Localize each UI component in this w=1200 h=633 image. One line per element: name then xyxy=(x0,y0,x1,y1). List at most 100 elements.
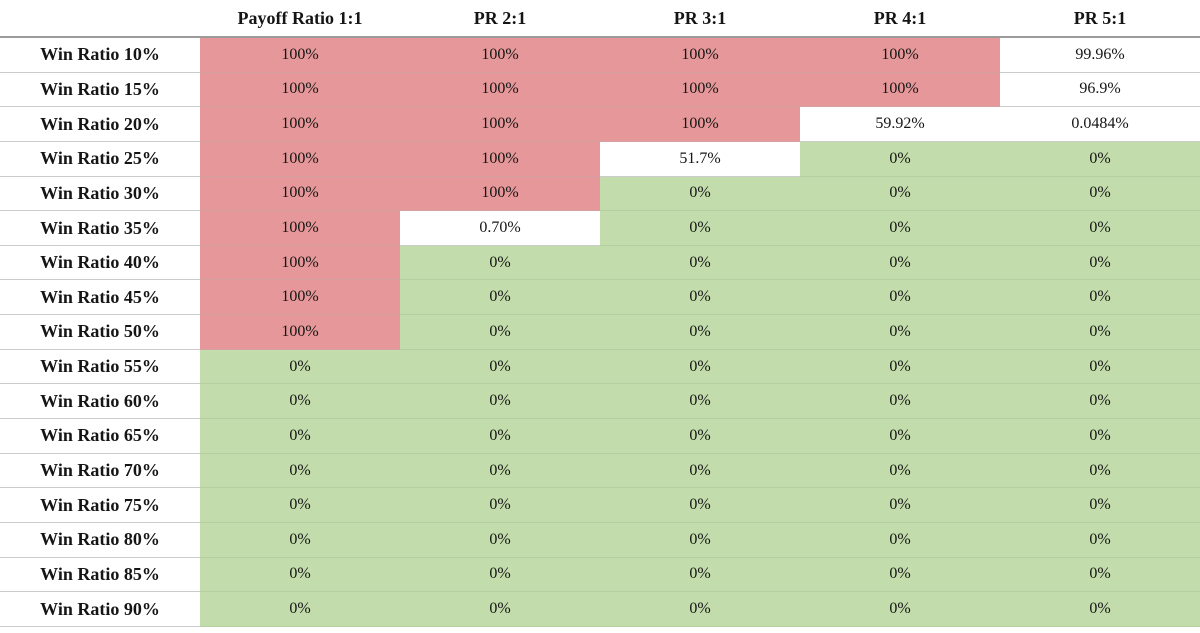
column-header-payoff-1-1: Payoff Ratio 1:1 xyxy=(200,0,400,38)
value-cell: 0% xyxy=(600,592,800,627)
value-cell: 0% xyxy=(400,522,600,558)
value-cell: 100% xyxy=(600,38,800,73)
value-cell: 0% xyxy=(800,280,1000,316)
row-label: Win Ratio 90% xyxy=(0,592,200,627)
value-cell: 0% xyxy=(1000,211,1200,246)
row-label: Win Ratio 70% xyxy=(0,453,200,489)
value-cell: 0% xyxy=(600,211,800,246)
value-cell: 0% xyxy=(400,245,600,281)
value-cell: 0% xyxy=(200,522,400,558)
value-cell: 0% xyxy=(800,349,1000,385)
column-header-pr-4-1: PR 4:1 xyxy=(800,0,1000,38)
value-cell: 0% xyxy=(400,349,600,385)
value-cell: 0% xyxy=(1000,349,1200,385)
value-cell: 0% xyxy=(200,557,400,593)
value-cell: 0% xyxy=(800,557,1000,593)
value-cell: 0% xyxy=(1000,419,1200,454)
value-cell: 0% xyxy=(1000,315,1200,350)
value-cell: 0% xyxy=(1000,488,1200,523)
value-cell: 0% xyxy=(800,592,1000,627)
value-cell: 0% xyxy=(800,453,1000,489)
corner-cell xyxy=(0,0,200,38)
value-cell: 0% xyxy=(200,384,400,420)
value-cell: 0% xyxy=(800,245,1000,281)
value-cell: 0% xyxy=(400,419,600,454)
value-cell: 0% xyxy=(1000,280,1200,316)
value-cell: 0% xyxy=(800,176,1000,212)
value-cell: 0% xyxy=(1000,453,1200,489)
value-cell: 100% xyxy=(400,107,600,142)
value-cell: 0% xyxy=(600,488,800,523)
column-header-pr-3-1: PR 3:1 xyxy=(600,0,800,38)
value-cell: 0% xyxy=(800,522,1000,558)
value-cell: 0% xyxy=(1000,245,1200,281)
value-cell: 0% xyxy=(800,315,1000,350)
value-cell: 0% xyxy=(800,211,1000,246)
value-cell: 100% xyxy=(800,38,1000,73)
value-cell: 0.0484% xyxy=(1000,107,1200,142)
row-label: Win Ratio 60% xyxy=(0,384,200,420)
value-cell: 0% xyxy=(800,419,1000,454)
value-cell: 0% xyxy=(1000,522,1200,558)
value-cell: 100% xyxy=(400,141,600,177)
value-cell: 99.96% xyxy=(1000,38,1200,73)
value-cell: 100% xyxy=(200,141,400,177)
value-cell: 0% xyxy=(200,488,400,523)
value-cell: 100% xyxy=(200,107,400,142)
value-cell: 0% xyxy=(200,592,400,627)
value-cell: 0% xyxy=(600,176,800,212)
value-cell: 100% xyxy=(600,72,800,108)
value-cell: 0% xyxy=(1000,141,1200,177)
value-cell: 0% xyxy=(1000,176,1200,212)
value-cell: 0% xyxy=(600,419,800,454)
value-cell: 0% xyxy=(1000,557,1200,593)
value-cell: 0% xyxy=(400,280,600,316)
row-label: Win Ratio 75% xyxy=(0,488,200,523)
value-cell: 100% xyxy=(200,38,400,73)
row-label: Win Ratio 65% xyxy=(0,419,200,454)
value-cell: 0% xyxy=(600,453,800,489)
value-cell: 100% xyxy=(200,315,400,350)
value-cell: 0% xyxy=(1000,384,1200,420)
row-label: Win Ratio 55% xyxy=(0,349,200,385)
value-cell: 0% xyxy=(400,592,600,627)
row-label: Win Ratio 40% xyxy=(0,245,200,281)
value-cell: 100% xyxy=(600,107,800,142)
value-cell: 0% xyxy=(800,488,1000,523)
row-label: Win Ratio 80% xyxy=(0,522,200,558)
row-label: Win Ratio 35% xyxy=(0,211,200,246)
value-cell: 0% xyxy=(600,349,800,385)
value-cell: 100% xyxy=(200,176,400,212)
value-cell: 0% xyxy=(600,384,800,420)
value-cell: 0% xyxy=(200,419,400,454)
row-label: Win Ratio 15% xyxy=(0,72,200,108)
value-cell: 0% xyxy=(600,280,800,316)
value-cell: 0% xyxy=(800,141,1000,177)
column-header-pr-2-1: PR 2:1 xyxy=(400,0,600,38)
value-cell: 0% xyxy=(600,315,800,350)
value-cell: 0% xyxy=(600,557,800,593)
value-cell: 0% xyxy=(800,384,1000,420)
value-cell: 100% xyxy=(400,176,600,212)
row-label: Win Ratio 10% xyxy=(0,38,200,73)
value-cell: 100% xyxy=(200,72,400,108)
value-cell: 100% xyxy=(800,72,1000,108)
value-cell: 0% xyxy=(400,315,600,350)
value-cell: 100% xyxy=(400,72,600,108)
value-cell: 100% xyxy=(200,245,400,281)
value-cell: 59.92% xyxy=(800,107,1000,142)
row-label: Win Ratio 30% xyxy=(0,176,200,212)
value-cell: 0% xyxy=(200,349,400,385)
value-cell: 0% xyxy=(600,522,800,558)
value-cell: 0% xyxy=(200,453,400,489)
value-cell: 100% xyxy=(200,280,400,316)
row-label: Win Ratio 85% xyxy=(0,557,200,593)
row-label: Win Ratio 50% xyxy=(0,315,200,350)
value-cell: 0% xyxy=(400,453,600,489)
value-cell: 0% xyxy=(400,557,600,593)
value-cell: 0% xyxy=(400,384,600,420)
value-cell: 96.9% xyxy=(1000,72,1200,108)
row-label: Win Ratio 20% xyxy=(0,107,200,142)
value-cell: 0% xyxy=(600,245,800,281)
